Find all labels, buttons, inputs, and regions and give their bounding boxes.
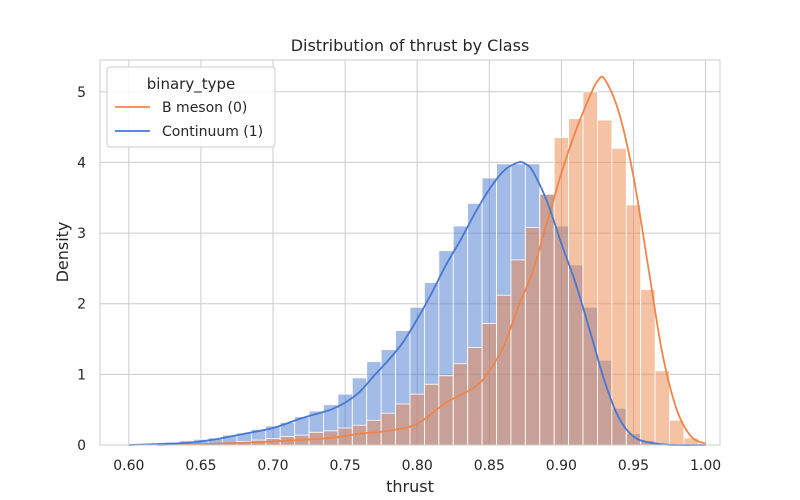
y-axis-ticks: 0 1 2 3 4 5	[77, 85, 86, 454]
histogram-bar	[481, 323, 497, 446]
y-tick-label: 2	[77, 297, 86, 313]
legend: binary_type B meson (0) Continuum (1)	[106, 66, 276, 148]
x-tick-label: 0.60	[113, 458, 144, 474]
histogram-bar	[380, 412, 396, 446]
kde-line-b-meson	[157, 75, 706, 446]
x-axis-label: thrust	[386, 477, 434, 496]
y-tick-label: 5	[77, 85, 86, 101]
histogram-bar	[625, 204, 642, 446]
histogram-bar	[669, 419, 685, 446]
legend-label-continuum: Continuum (1)	[162, 124, 263, 140]
histogram-bar	[452, 363, 469, 446]
x-tick-label: 0.65	[185, 458, 216, 474]
kde-line-continuum	[128, 161, 706, 446]
histogram-bar	[467, 347, 483, 446]
histogram-bar	[683, 437, 699, 446]
x-tick-label: 0.70	[257, 458, 288, 474]
y-axis-label: Density	[53, 222, 72, 283]
histogram-bar	[395, 403, 411, 446]
histogram-bar	[611, 147, 627, 446]
histogram-bar	[582, 91, 598, 446]
x-tick-label: 0.75	[330, 458, 361, 474]
plot-frame	[99, 59, 721, 446]
histogram-bar	[654, 370, 670, 446]
histogram-bar	[438, 375, 454, 446]
histogram-bar	[510, 259, 526, 446]
histogram-bar	[553, 137, 570, 446]
y-tick-label: 3	[77, 226, 86, 242]
chart-title: Distribution of thrust by Class	[291, 36, 530, 55]
y-tick-label: 0	[77, 438, 86, 454]
histogram-bar	[496, 294, 512, 446]
x-tick-label: 1.00	[690, 458, 721, 474]
y-tick-label: 4	[77, 155, 86, 171]
x-tick-label: 0.85	[474, 458, 505, 474]
x-tick-label: 0.90	[546, 458, 577, 474]
kde-lines	[128, 75, 706, 446]
legend-title: binary_type	[147, 75, 235, 94]
histogram-bar	[640, 289, 656, 446]
legend-label-b-meson: B meson (0)	[162, 100, 247, 116]
x-axis-ticks: 0.60 0.65 0.70 0.75 0.80 0.85 0.90 0.95 1.00	[113, 458, 721, 474]
x-tick-label: 0.95	[618, 458, 649, 474]
histogram-bar	[539, 193, 555, 446]
x-tick-label: 0.80	[402, 458, 433, 474]
histogram-bar	[524, 227, 541, 446]
legend-box	[106, 66, 276, 148]
y-tick-label: 1	[77, 367, 86, 383]
histogram-bar	[409, 393, 425, 446]
